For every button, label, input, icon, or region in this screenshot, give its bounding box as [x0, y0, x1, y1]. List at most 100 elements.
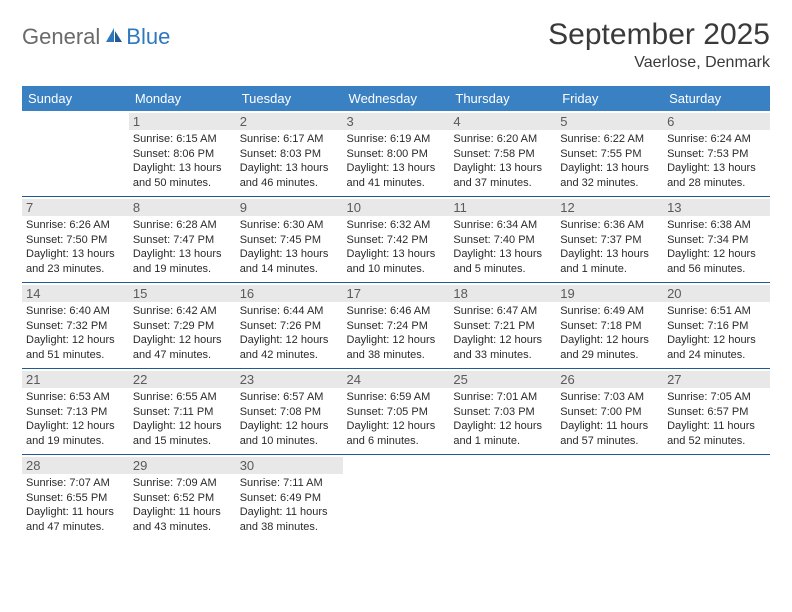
month-title: September 2025 — [548, 18, 770, 52]
daylight-text: Daylight: 13 hours and 23 minutes. — [26, 247, 125, 276]
daylight-text: Daylight: 13 hours and 41 minutes. — [347, 161, 446, 190]
sunset-text: Sunset: 7:13 PM — [26, 405, 125, 420]
sunset-text: Sunset: 7:11 PM — [133, 405, 232, 420]
sunset-text: Sunset: 8:03 PM — [240, 147, 339, 162]
calendar-day-cell: 15Sunrise: 6:42 AMSunset: 7:29 PMDayligh… — [129, 283, 236, 369]
sunrise-text: Sunrise: 6:30 AM — [240, 218, 339, 233]
day-info: Sunrise: 6:22 AMSunset: 7:55 PMDaylight:… — [560, 132, 659, 190]
sunset-text: Sunset: 7:29 PM — [133, 319, 232, 334]
daylight-text: Daylight: 13 hours and 5 minutes. — [453, 247, 552, 276]
calendar-day-cell: 4Sunrise: 6:20 AMSunset: 7:58 PMDaylight… — [449, 111, 556, 197]
day-info: Sunrise: 6:40 AMSunset: 7:32 PMDaylight:… — [26, 304, 125, 362]
weekday-header: Friday — [556, 86, 663, 111]
daylight-text: Daylight: 13 hours and 10 minutes. — [347, 247, 446, 276]
calendar-day-cell: 11Sunrise: 6:34 AMSunset: 7:40 PMDayligh… — [449, 197, 556, 283]
calendar-day-cell: 22 Sunrise: 6:55 AMSunset: 7:11 PMDayligh… — [129, 369, 236, 455]
day-number: 20 — [663, 285, 770, 302]
day-info: Sunrise: 6:24 AMSunset: 7:53 PMDaylight:… — [667, 132, 766, 190]
sunset-text: Sunset: 7:55 PM — [560, 147, 659, 162]
calendar-day-cell: 2 Sunrise: 6:17 AMSunset: 8:03 PMDaylight… — [236, 111, 343, 197]
day-info: Sunrise: 6:51 AMSunset: 7:16 PMDaylight:… — [667, 304, 766, 362]
day-info: Sunrise: 7:07 AMSunset: 6:55 PMDaylight:… — [26, 476, 125, 534]
calendar-day-cell: 6Sunrise: 6:24 AMSunset: 7:53 PMDaylight… — [663, 111, 770, 197]
day-info: Sunrise: 6:55 AMSunset: 7:11 PMDaylight:… — [133, 390, 232, 448]
sunrise-text: Sunrise: 6:57 AM — [240, 390, 339, 405]
daylight-text: Daylight: 13 hours and 28 minutes. — [667, 161, 766, 190]
day-number: 18 — [449, 285, 556, 302]
weekday-header-row: Sunday Monday Tuesday Wednesday Thursday… — [22, 86, 770, 111]
weekday-header: Thursday — [449, 86, 556, 111]
day-number: 21 — [22, 371, 129, 388]
calendar-day-cell: 20 Sunrise: 6:51 AMSunset: 7:16 PMDayligh… — [663, 283, 770, 369]
day-number: 29 — [129, 457, 236, 474]
sunrise-text: Sunrise: 6:20 AM — [453, 132, 552, 147]
sunset-text: Sunset: 7:05 PM — [347, 405, 446, 420]
daylight-text: Daylight: 11 hours and 57 minutes. — [560, 419, 659, 448]
day-info: Sunrise: 6:47 AMSunset: 7:21 PMDaylight:… — [453, 304, 552, 362]
day-number: 25 — [449, 371, 556, 388]
day-number: 13 — [663, 199, 770, 216]
sunrise-text: Sunrise: 6:36 AM — [560, 218, 659, 233]
weekday-header: Saturday — [663, 86, 770, 111]
daylight-text: Daylight: 13 hours and 50 minutes. — [133, 161, 232, 190]
day-number: 24 — [343, 371, 450, 388]
daylight-text: Daylight: 11 hours and 47 minutes. — [26, 505, 125, 534]
sunset-text: Sunset: 7:08 PM — [240, 405, 339, 420]
day-number: 10 — [343, 199, 450, 216]
calendar-day-cell: 3Sunrise: 6:19 AMSunset: 8:00 PMDaylight… — [343, 111, 450, 197]
day-info: Sunrise: 6:59 AMSunset: 7:05 PMDaylight:… — [347, 390, 446, 448]
sunrise-text: Sunrise: 6:17 AM — [240, 132, 339, 147]
calendar-day-cell: 27Sunrise: 7:05 AMSunset: 6:57 PMDayligh… — [663, 369, 770, 455]
calendar-page: General Blue September 2025 Vaerlose, De… — [0, 0, 792, 612]
day-number: 22 — [129, 371, 236, 388]
sunrise-text: Sunrise: 6:49 AM — [560, 304, 659, 319]
sunrise-text: Sunrise: 6:22 AM — [560, 132, 659, 147]
sunset-text: Sunset: 7:21 PM — [453, 319, 552, 334]
sunrise-text: Sunrise: 6:28 AM — [133, 218, 232, 233]
day-info: Sunrise: 6:30 AMSunset: 7:45 PMDaylight:… — [240, 218, 339, 276]
calendar-day-cell: 9Sunrise: 6:30 AMSunset: 7:45 PMDaylight… — [236, 197, 343, 283]
day-info: Sunrise: 6:28 AMSunset: 7:47 PMDaylight:… — [133, 218, 232, 276]
calendar-week-row: 28Sunrise: 7:07 AMSunset: 6:55 PMDayligh… — [22, 455, 770, 541]
day-number: 7 — [22, 199, 129, 216]
calendar-day-cell: 1Sunrise: 6:15 AMSunset: 8:06 PMDaylight… — [129, 111, 236, 197]
daylight-text: Daylight: 13 hours and 1 minute. — [560, 247, 659, 276]
sunset-text: Sunset: 6:49 PM — [240, 491, 339, 506]
daylight-text: Daylight: 12 hours and 6 minutes. — [347, 419, 446, 448]
daylight-text: Daylight: 11 hours and 38 minutes. — [240, 505, 339, 534]
day-info: Sunrise: 6:46 AMSunset: 7:24 PMDaylight:… — [347, 304, 446, 362]
sunrise-text: Sunrise: 6:46 AM — [347, 304, 446, 319]
sunset-text: Sunset: 7:03 PM — [453, 405, 552, 420]
calendar-table: Sunday Monday Tuesday Wednesday Thursday… — [22, 86, 770, 540]
sunset-text: Sunset: 7:47 PM — [133, 233, 232, 248]
day-info: Sunrise: 6:17 AMSunset: 8:03 PMDaylight:… — [240, 132, 339, 190]
sunrise-text: Sunrise: 7:09 AM — [133, 476, 232, 491]
daylight-text: Daylight: 12 hours and 51 minutes. — [26, 333, 125, 362]
sunrise-text: Sunrise: 7:07 AM — [26, 476, 125, 491]
logo: General Blue — [22, 18, 170, 50]
sunset-text: Sunset: 7:40 PM — [453, 233, 552, 248]
sunrise-text: Sunrise: 6:53 AM — [26, 390, 125, 405]
day-number: 19 — [556, 285, 663, 302]
sunrise-text: Sunrise: 6:15 AM — [133, 132, 232, 147]
day-info: Sunrise: 6:20 AMSunset: 7:58 PMDaylight:… — [453, 132, 552, 190]
calendar-day-cell: 13 Sunrise: 6:38 AMSunset: 7:34 PMDayligh… — [663, 197, 770, 283]
day-number: 11 — [449, 199, 556, 216]
day-info: Sunrise: 6:26 AMSunset: 7:50 PMDaylight:… — [26, 218, 125, 276]
calendar-day-cell: 28Sunrise: 7:07 AMSunset: 6:55 PMDayligh… — [22, 455, 129, 541]
weekday-header: Monday — [129, 86, 236, 111]
sunrise-text: Sunrise: 6:55 AM — [133, 390, 232, 405]
calendar-day-cell: 12Sunrise: 6:36 AMSunset: 7:37 PMDayligh… — [556, 197, 663, 283]
location-label: Vaerlose, Denmark — [548, 54, 770, 72]
sunset-text: Sunset: 6:52 PM — [133, 491, 232, 506]
sunset-text: Sunset: 7:32 PM — [26, 319, 125, 334]
daylight-text: Daylight: 12 hours and 42 minutes. — [240, 333, 339, 362]
day-number: 14 — [22, 285, 129, 302]
day-number: 23 — [236, 371, 343, 388]
sunrise-text: Sunrise: 7:11 AM — [240, 476, 339, 491]
calendar-day-cell — [556, 455, 663, 541]
day-number: 2 — [236, 113, 343, 130]
day-info: Sunrise: 6:32 AMSunset: 7:42 PMDaylight:… — [347, 218, 446, 276]
day-info: Sunrise: 6:38 AMSunset: 7:34 PMDaylight:… — [667, 218, 766, 276]
logo-sail-icon — [104, 26, 124, 49]
